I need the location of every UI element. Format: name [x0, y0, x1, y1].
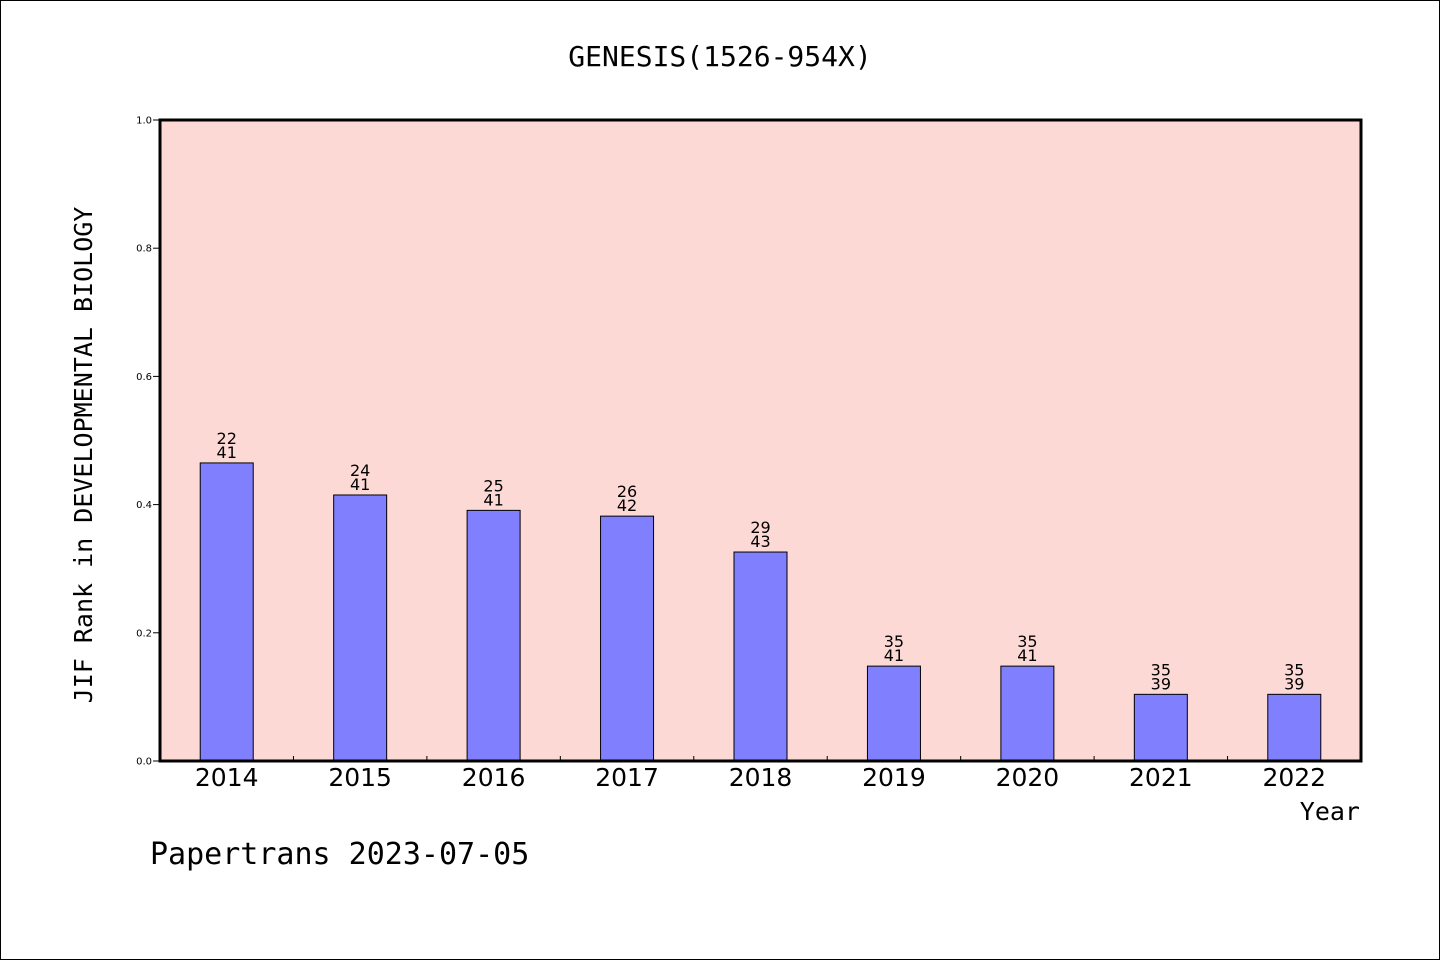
- y-tick-label: 0.6: [136, 372, 152, 383]
- bar-2021: [1133, 693, 1188, 762]
- x-tick-label: 2014: [195, 763, 259, 792]
- bar-label-total: 41: [483, 490, 503, 509]
- bar-label-total: 42: [617, 496, 637, 515]
- y-axis-ticks: 0.0 0.2 0.4 0.6 0.8 1.0: [136, 116, 160, 768]
- bar-2022: [1267, 693, 1322, 762]
- y-axis-title: JIF Rank in DEVELOPMENTAL BIOLOGY: [69, 207, 98, 704]
- x-tick-label: 2021: [1129, 763, 1193, 792]
- bar-2016: [466, 509, 521, 762]
- x-tick-label: 2020: [996, 763, 1060, 792]
- x-tick-label: 2022: [1262, 763, 1326, 792]
- bar-2014: [199, 462, 254, 762]
- x-axis-ticks: 2014 2015 2016 2017 2018 2019 2020 2021 2022: [195, 756, 1326, 792]
- bars: [199, 462, 1322, 762]
- bar-2017: [600, 515, 655, 762]
- bar-label-rank: 35: [884, 632, 904, 651]
- bar-label-total: 39: [1284, 674, 1304, 693]
- bar-label-total: 41: [884, 646, 904, 665]
- y-tick-label: 0.4: [136, 500, 152, 511]
- bar-2020: [1000, 665, 1055, 762]
- bar-label-total: 43: [750, 532, 770, 551]
- y-tick-label: 0.8: [136, 244, 152, 255]
- footer-credit: Papertrans 2023-07-05: [150, 837, 529, 872]
- bar-2019: [866, 665, 921, 762]
- x-tick-label: 2018: [729, 763, 793, 792]
- chart-title: GENESIS(1526-954X): [568, 40, 871, 73]
- plot-border: [158, 118, 1363, 763]
- bar-label-rank: 35: [1017, 632, 1037, 651]
- bar-2015: [333, 494, 388, 762]
- bar-label-rank: 24: [350, 461, 370, 480]
- y-tick-label: 1.0: [136, 116, 152, 127]
- bar-label-rank: 35: [1151, 660, 1171, 679]
- x-tick-label: 2017: [595, 763, 659, 792]
- bar-label-total: 41: [1017, 646, 1037, 665]
- bar-label-rank: 25: [483, 476, 503, 495]
- bar-label-total: 41: [350, 475, 370, 494]
- x-tick-label: 2015: [328, 763, 392, 792]
- bar-2018: [733, 551, 788, 762]
- bar-label-rank: 29: [750, 518, 770, 537]
- bar-label-total: 39: [1151, 674, 1171, 693]
- bar-label-rank: 35: [1284, 660, 1304, 679]
- y-tick-label: 0.2: [136, 628, 152, 639]
- bar-label-rank: 26: [617, 482, 637, 501]
- x-axis-title: Year: [1300, 797, 1360, 826]
- y-tick-label: 0.0: [136, 757, 152, 768]
- bar-label-rank: 22: [217, 429, 237, 448]
- x-tick-label: 2019: [862, 763, 926, 792]
- bar-label-total: 41: [217, 443, 237, 462]
- x-tick-label: 2016: [462, 763, 526, 792]
